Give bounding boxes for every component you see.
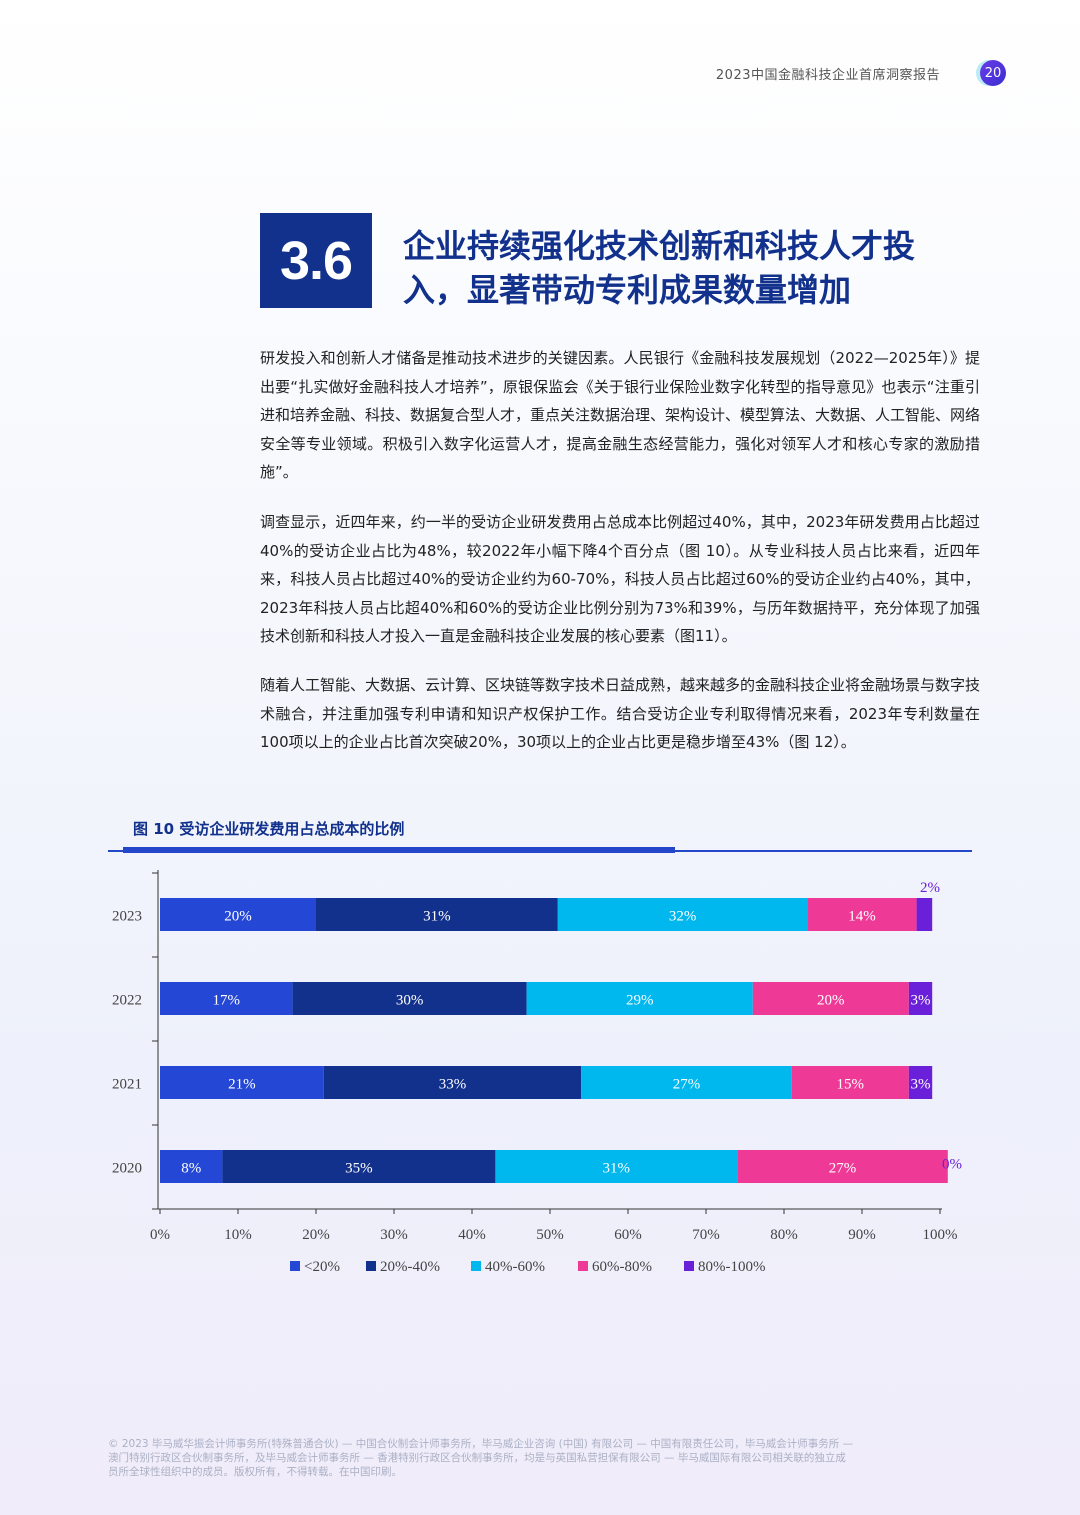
section-title-line2: 入，显著带动专利成果数量增加 <box>403 271 852 309</box>
section-title: 企业持续强化技术创新和科技人才投 入，显著带动专利成果数量增加 <box>403 224 1003 312</box>
data-label: 33% <box>439 1077 467 1093</box>
bar-segment <box>557 898 808 931</box>
data-label: 27% <box>673 1077 701 1093</box>
bar-segment <box>791 1066 909 1099</box>
legend-swatch <box>578 1261 588 1271</box>
x-tick-label: 40% <box>458 1227 486 1243</box>
figure-rule-accent <box>123 847 675 853</box>
bar-segment <box>916 898 933 931</box>
footer-line: © 2023 毕马威华振会计师事务所(特殊普通合伙) — 中国合伙制会计师事务所… <box>108 1438 854 1450</box>
bar-segment <box>495 1150 738 1183</box>
bar-segment <box>737 1150 948 1183</box>
x-tick-label: 0% <box>150 1227 170 1243</box>
stacked-bar-chart: 2023 20% 31% 32% 14% 2% 2022 17% 30% 29% 20% 3% 2021… <box>112 870 962 1275</box>
data-label: 21% <box>228 1077 256 1093</box>
body-paragraph: 研发投入和创新人才储备是推动技术进步的关键因素。人民银行《金融科技发展规划（20… <box>260 349 981 482</box>
data-label: 31% <box>603 1161 631 1177</box>
bar-segment <box>160 982 293 1015</box>
data-label: 8% <box>181 1161 201 1177</box>
legend-label: 40%-60% <box>485 1259 545 1275</box>
y-tick-label: 2022 <box>112 993 142 1009</box>
body-paragraph: 随着人工智能、大数据、云计算、区块链等数字技术日益成熟，越来越多的金融科技企业将… <box>260 676 981 752</box>
x-tick-label: 50% <box>536 1227 564 1243</box>
data-label: 20% <box>224 909 252 925</box>
data-label: 17% <box>213 993 241 1009</box>
data-label: 35% <box>345 1161 373 1177</box>
legend-swatch <box>366 1261 376 1271</box>
legend-swatch <box>684 1261 694 1271</box>
data-label: 20% <box>817 993 845 1009</box>
figure-title: 图 10 受访企业研发费用占总成本的比例 <box>133 820 405 838</box>
bar-segment <box>160 1066 324 1099</box>
data-label: 0% <box>942 1157 962 1173</box>
legend-label: <20% <box>304 1259 340 1275</box>
data-label: 31% <box>423 909 451 925</box>
data-label: 2% <box>920 880 940 896</box>
legend-label: 80%-100% <box>698 1259 766 1275</box>
page-number-badge: 20 <box>980 60 1006 86</box>
data-label: 3% <box>911 1077 931 1093</box>
bar-segment <box>526 982 753 1015</box>
copyright-footer: © 2023 毕马威华振会计师事务所(特殊普通合伙) — 中国合伙制会计师事务所… <box>108 1437 978 1479</box>
y-tick-label: 2021 <box>112 1077 142 1093</box>
footer-line: 澳门特别行政区合伙制事务所，及毕马威会计师事务所 — 香港特别行政区合伙制事务所… <box>108 1452 846 1464</box>
x-tick-label: 60% <box>614 1227 642 1243</box>
report-title: 2023中国金融科技企业首席洞察报告 <box>715 68 940 83</box>
bar-segment <box>908 982 933 1015</box>
y-tick-label: 2020 <box>112 1161 142 1177</box>
bar-segment <box>292 982 527 1015</box>
bar-segment <box>581 1066 792 1099</box>
legend-label: 20%-40% <box>380 1259 440 1275</box>
section-title-line1: 企业持续强化技术创新和科技人才投 <box>403 227 916 265</box>
x-tick-label: 30% <box>380 1227 408 1243</box>
bar-segment <box>316 898 558 931</box>
data-label: 14% <box>848 909 876 925</box>
bar-segment <box>160 898 316 931</box>
x-tick-label: 80% <box>770 1227 798 1243</box>
data-label: 27% <box>829 1161 857 1177</box>
x-tick-label: 20% <box>302 1227 330 1243</box>
data-label: 30% <box>396 993 424 1009</box>
data-label: 32% <box>669 909 697 925</box>
footer-line: 员所全球性组织中的成员。版权所有，不得转载。在中国印刷。 <box>108 1466 402 1478</box>
bar-segment <box>908 1066 933 1099</box>
section-number: 3.6 <box>260 213 372 308</box>
x-tick-label: 100% <box>923 1227 958 1243</box>
body-paragraph: 调查显示，近四年来，约一半的受访企业研发费用占总成本比例超过40%，其中，202… <box>260 513 980 646</box>
x-tick-label: 90% <box>848 1227 876 1243</box>
bar-segment <box>160 1150 223 1183</box>
data-label: 15% <box>837 1077 865 1093</box>
bar-segment <box>323 1066 582 1099</box>
x-tick-label: 10% <box>224 1227 252 1243</box>
data-label: 29% <box>626 993 654 1009</box>
legend-swatch <box>471 1261 481 1271</box>
legend-swatch <box>290 1261 300 1271</box>
y-tick-label: 2023 <box>112 909 142 925</box>
bar-segment <box>752 982 909 1015</box>
data-label: 3% <box>911 993 931 1009</box>
x-tick-label: 70% <box>692 1227 720 1243</box>
bar-segment <box>222 1150 496 1183</box>
legend-label: 60%-80% <box>592 1259 652 1275</box>
bar-segment <box>807 898 917 931</box>
